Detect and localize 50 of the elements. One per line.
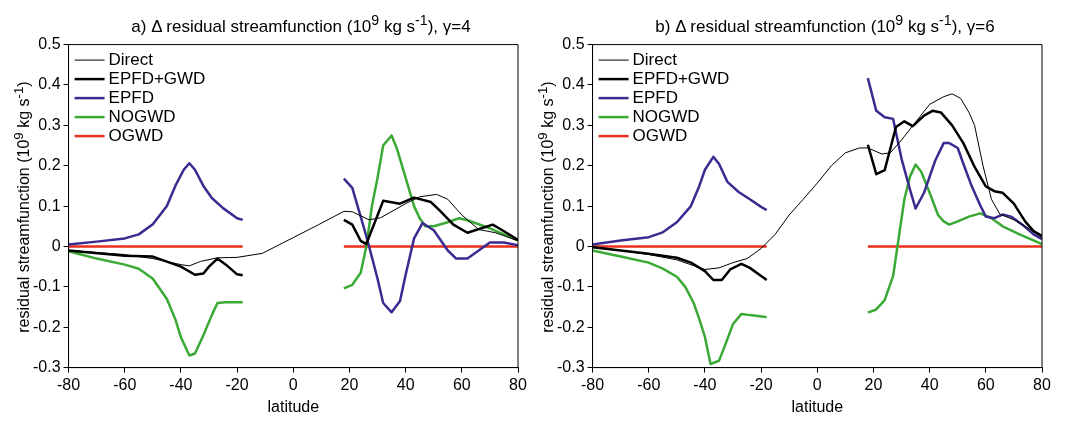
x-tick-label: -80 — [581, 375, 605, 393]
y-tick-label: -0.3 — [556, 358, 585, 376]
x-tick-label: -40 — [169, 375, 193, 393]
x-axis-title: latitude — [791, 397, 844, 415]
x-tick-label: 40 — [920, 375, 939, 393]
x-tick-label: -20 — [225, 375, 249, 393]
x-axis-title: latitude — [267, 397, 320, 415]
legend-label: Direct — [632, 49, 678, 69]
legend-label: NOGWD — [632, 106, 700, 126]
legend-label: EPFD+GWD — [108, 68, 206, 88]
x-tick-label: 20 — [340, 375, 359, 393]
x-tick-label: 60 — [452, 375, 471, 393]
y-tick-label: 0 — [575, 236, 585, 254]
y-tick-label: 0.2 — [562, 156, 585, 174]
y-tick-label: 0.3 — [38, 115, 61, 133]
x-tick-label: -60 — [113, 375, 137, 393]
y-tick-label: -0.3 — [32, 358, 61, 376]
legend-label: NOGWD — [108, 106, 176, 126]
x-tick-label: -40 — [693, 375, 717, 393]
y-tick-label: 0.1 — [562, 196, 585, 214]
x-tick-label: -80 — [57, 375, 81, 393]
x-tick-label: 40 — [396, 375, 415, 393]
x-tick-label: -20 — [749, 375, 773, 393]
chart-title: b) Δ residual streamfunction (10$^{9}$ kg s$^{-1}$), γ=6 — [654, 11, 996, 36]
chart-title: a) Δ residual streamfunction (10$^{9}$ kg s$^{-1}$), γ=4 — [130, 11, 472, 36]
y-tick-label: 0 — [51, 236, 61, 254]
x-tick-label: 60 — [976, 375, 995, 393]
x-tick-label: 0 — [288, 375, 298, 393]
x-tick-label: -60 — [637, 375, 661, 393]
legend-label: OGWD — [632, 125, 688, 145]
x-tick-label: 0 — [812, 375, 822, 393]
x-tick-label: 80 — [509, 375, 527, 393]
y-tick-label: 0.2 — [38, 156, 61, 174]
y-tick-label: -0.2 — [32, 317, 61, 335]
y-tick-label: -0.1 — [556, 277, 585, 295]
legend-label: EPFD — [108, 87, 154, 107]
x-tick-label: 80 — [1033, 375, 1051, 393]
y-tick-label: 0.4 — [38, 75, 61, 93]
x-tick-label: 20 — [864, 375, 883, 393]
y-tick-label: 0.1 — [38, 196, 61, 214]
legend-label: EPFD+GWD — [632, 68, 730, 88]
y-tick-label: -0.2 — [556, 317, 585, 335]
legend-label: EPFD — [632, 87, 678, 107]
y-tick-label: -0.1 — [32, 277, 61, 295]
legend-label: OGWD — [108, 125, 164, 145]
y-tick-label: 0.5 — [38, 35, 61, 53]
legend-label: Direct — [108, 49, 154, 69]
y-tick-label: 0.3 — [562, 115, 585, 133]
y-tick-label: 0.5 — [562, 35, 585, 53]
y-tick-label: 0.4 — [562, 75, 585, 93]
